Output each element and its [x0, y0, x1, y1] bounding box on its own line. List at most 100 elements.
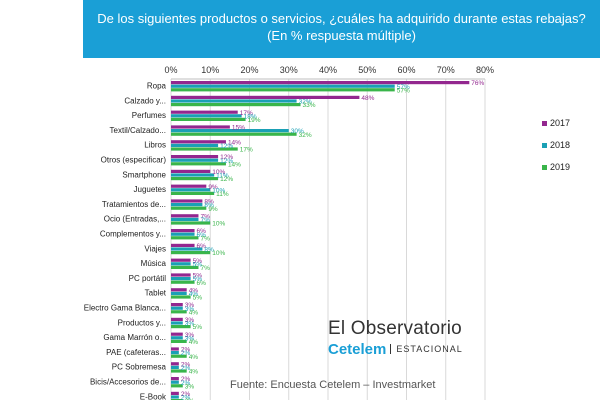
data-label: 19% [248, 117, 261, 124]
bar-2019 [171, 177, 219, 181]
category-labels: Ropa Calzado y... Perfumes Textil/Calzado..… [84, 82, 167, 400]
bar-2018 [171, 247, 203, 251]
data-label: 7% [200, 235, 210, 242]
category-label: Productos y... [118, 318, 166, 327]
data-label: 3% [185, 335, 195, 342]
bar-2018 [171, 395, 179, 399]
data-label: 12% [220, 143, 233, 150]
data-label: 12% [220, 176, 233, 183]
category-label: Tratamientos de... [102, 200, 166, 209]
bar-2019 [171, 384, 183, 388]
data-label: 8% [204, 199, 214, 206]
data-label: 11% [216, 173, 229, 180]
category-label: Electro Gama Blanca... [84, 304, 166, 313]
data-label: 10% [212, 187, 225, 194]
bar-2019 [171, 162, 226, 166]
data-label: 12% [220, 154, 233, 161]
category-label: PC portátil [129, 274, 167, 283]
data-label: 14% [228, 161, 241, 168]
bar-2018 [171, 291, 187, 295]
bar-2017 [171, 214, 199, 218]
bar-2018 [171, 277, 191, 281]
data-label: 2% [181, 376, 191, 383]
x-tick-label: 80% [476, 65, 494, 75]
data-label: 7% [200, 213, 210, 220]
bar-2017 [171, 155, 219, 159]
data-label: 4% [189, 339, 199, 346]
x-tick-label: 30% [280, 65, 298, 75]
bar-2017 [171, 347, 179, 351]
bar-2017 [171, 229, 195, 233]
data-label: 15% [232, 125, 245, 132]
bar-2017 [171, 332, 183, 336]
bar-2017 [171, 169, 211, 173]
bar-2019 [171, 295, 191, 299]
bar-2018 [171, 188, 211, 192]
data-label: 8% [204, 247, 214, 254]
bar-2018 [171, 99, 297, 103]
category-label: Bicis/Accesorios de... [90, 378, 166, 387]
data-label: 8% [204, 202, 214, 209]
bar-2018 [171, 365, 179, 369]
x-tick-label: 10% [201, 65, 219, 75]
bar-2017 [171, 110, 238, 114]
bar-2018 [171, 380, 179, 384]
x-tick-label: 0% [164, 65, 177, 75]
bar-2019 [171, 251, 211, 255]
data-label: 9% [208, 206, 218, 213]
bar-2019 [171, 191, 215, 195]
x-tick-label: 50% [358, 65, 376, 75]
bar-2018 [171, 336, 183, 340]
data-label: 7% [200, 265, 210, 272]
data-label: 3% [185, 306, 195, 313]
data-label: 2% [181, 361, 191, 368]
x-tick-label: 60% [397, 65, 415, 75]
bar-2018 [171, 351, 179, 355]
chart-header: De los siguientes productos o servicios,… [83, 0, 600, 58]
legend-label: 2019 [550, 162, 570, 172]
bar-2017 [171, 317, 183, 321]
bar-2018 [171, 232, 195, 236]
legend-label: 2018 [550, 140, 570, 150]
bar-2019 [171, 354, 187, 358]
bar-2019 [171, 132, 297, 136]
category-label: Perfumes [132, 111, 166, 120]
category-label: Libros [144, 141, 166, 150]
bar-2017 [171, 184, 207, 188]
data-labels: 76%57%57%48%32%33%17%18%19%15%30%32%14%1… [181, 80, 485, 400]
data-label: 3% [185, 398, 195, 400]
bar-2017 [171, 303, 183, 307]
data-label: 3% [185, 302, 195, 309]
legend-swatch [542, 165, 547, 170]
chart-title: De los siguientes productos o servicios,… [97, 11, 586, 26]
category-label: Gama Marrón o... [103, 333, 166, 342]
legend: 2017 2018 2019 [542, 118, 570, 172]
data-label: 5% [193, 261, 203, 268]
chart-subtitle: (En % respuesta múltiple) [267, 28, 416, 43]
bar-2019 [171, 339, 187, 343]
bar-2017 [171, 362, 179, 366]
category-label: Otros (especificar) [101, 156, 167, 165]
bar-2018 [171, 306, 183, 310]
bar-2019 [171, 280, 195, 284]
bar-2019 [171, 117, 246, 121]
data-label: 9% [208, 184, 218, 191]
bar-2018 [171, 158, 219, 162]
data-label: 5% [193, 276, 203, 283]
bar-2017 [171, 377, 179, 381]
category-label: Calzado y... [124, 96, 166, 105]
data-label: 30% [291, 128, 304, 135]
data-label: 57% [397, 87, 410, 94]
bar-2018 [171, 84, 395, 88]
brand-name: El Observatorio [328, 318, 462, 339]
data-label: 5% [193, 273, 203, 280]
bar-2018 [171, 203, 203, 207]
bar-2019 [171, 103, 301, 107]
bar-2017 [171, 125, 230, 129]
legend-label: 2017 [550, 118, 570, 128]
bar-2019 [171, 369, 187, 373]
category-label: PC Sobremesa [112, 363, 167, 372]
category-label: PAE (cafeteras... [106, 348, 166, 357]
category-label: Ropa [147, 82, 167, 91]
bar-2017 [171, 199, 203, 203]
